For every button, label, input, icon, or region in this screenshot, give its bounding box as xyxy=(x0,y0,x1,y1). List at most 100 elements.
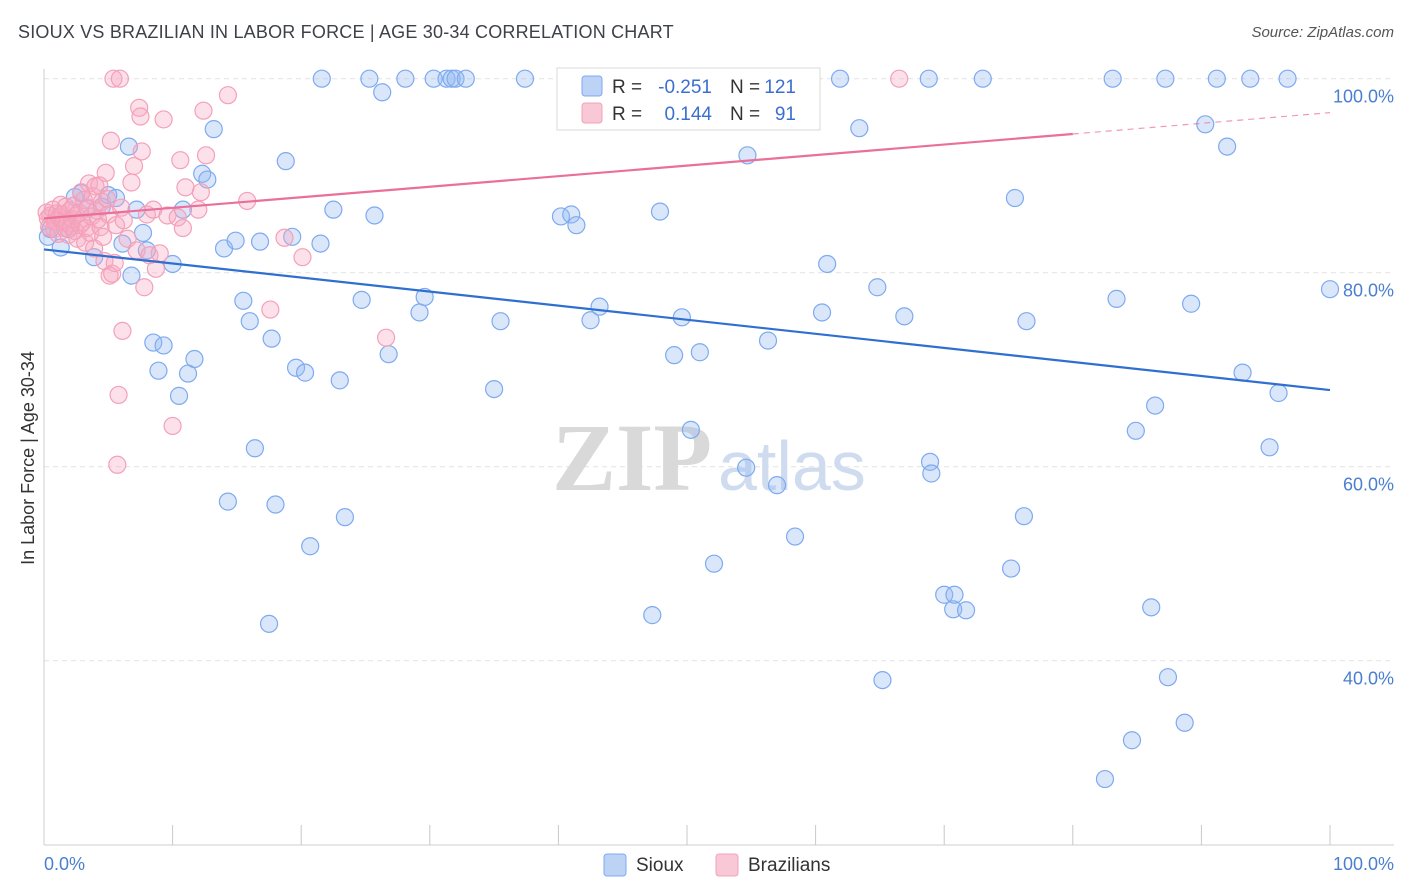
watermark-atlas: atlas xyxy=(718,427,866,505)
sioux-point xyxy=(373,83,392,102)
sioux-point xyxy=(1175,713,1194,732)
sioux-point xyxy=(185,349,204,369)
source-credit: Source: ZipAtlas.com xyxy=(1251,24,1394,41)
brazilians-point xyxy=(132,142,151,161)
sioux-point xyxy=(312,69,331,88)
sioux-points xyxy=(38,69,1340,789)
sioux-point xyxy=(1095,769,1115,789)
sioux-point xyxy=(1142,598,1161,617)
sioux-point xyxy=(1122,731,1142,750)
x-tick-label-right: 100.0% xyxy=(1333,854,1394,874)
sioux-point xyxy=(122,266,141,285)
sioux-point xyxy=(562,205,581,224)
sioux-point xyxy=(922,464,941,483)
stats-r-value-sioux: -0.251 xyxy=(658,77,712,98)
brazilians-point xyxy=(154,110,173,129)
sioux-point xyxy=(424,69,443,88)
sioux-point xyxy=(1196,115,1215,134)
sioux-point xyxy=(456,69,475,88)
sioux-point xyxy=(643,606,662,625)
brazilians-point xyxy=(96,163,115,182)
sioux-point xyxy=(868,278,887,297)
sioux-point xyxy=(973,69,992,88)
sioux-point xyxy=(873,670,892,690)
sioux-point xyxy=(245,439,265,458)
sioux-point xyxy=(276,152,295,171)
y-tick-labels: 100.0% 80.0% 60.0% 40.0% xyxy=(1333,87,1394,689)
stats-n-label-sioux: N = xyxy=(730,77,760,98)
sioux-point xyxy=(204,120,223,139)
sioux-point xyxy=(1278,69,1297,88)
sioux-point xyxy=(283,227,302,246)
sioux-point xyxy=(262,329,281,348)
sioux-point xyxy=(1207,69,1226,88)
sioux-point xyxy=(945,585,964,604)
grid-lines xyxy=(44,78,1394,662)
sioux-point xyxy=(240,312,259,331)
sioux-point xyxy=(226,231,245,250)
brazilians-point xyxy=(293,248,312,267)
brazilians-point xyxy=(101,131,120,150)
sioux-point xyxy=(360,69,379,88)
sioux-point xyxy=(1005,188,1025,208)
sioux-point xyxy=(415,287,434,307)
brazilians-point xyxy=(109,385,128,405)
brazilians-point xyxy=(135,278,154,297)
sioux-point xyxy=(1014,507,1034,526)
stats-r-label-sioux: R = xyxy=(612,77,642,98)
y-tick-label: 60.0% xyxy=(1343,475,1394,495)
brazilians-point xyxy=(110,69,129,88)
sioux-point xyxy=(1107,289,1126,308)
brazilians-point xyxy=(176,178,195,197)
sioux-point xyxy=(379,345,398,364)
sioux-point xyxy=(758,331,778,350)
sioux-point xyxy=(737,458,756,477)
brazilians-point xyxy=(131,107,150,126)
sioux-point xyxy=(335,508,355,527)
sioux-point xyxy=(149,361,168,380)
sioux-point xyxy=(324,200,343,219)
brazilians-point xyxy=(275,228,294,247)
stats-legend: R = -0.251 N = 121 R = 0.144 N = 91 xyxy=(556,67,821,131)
sioux-point xyxy=(286,358,306,377)
sioux-point xyxy=(266,495,285,514)
x-tick-label-left: 0.0% xyxy=(44,854,85,874)
sioux-point xyxy=(935,585,954,604)
sioux-point xyxy=(1269,383,1288,403)
sioux-point xyxy=(956,601,976,620)
brazilians-point xyxy=(173,218,192,238)
brazilians-point xyxy=(122,173,141,192)
sioux-point xyxy=(1320,280,1340,299)
sioux-point xyxy=(352,290,371,309)
brazilians-point xyxy=(114,211,133,230)
brazilians-point xyxy=(194,101,213,120)
brazilians-point xyxy=(196,146,216,165)
brazilians-point xyxy=(189,200,208,219)
trend-lines xyxy=(43,112,1331,392)
sioux-point xyxy=(919,69,938,88)
brazilians-point xyxy=(168,208,187,227)
brazilians-point xyxy=(103,264,122,283)
sioux-point xyxy=(311,234,330,253)
legend-swatch-sioux xyxy=(603,853,627,877)
brazilians-trend-line xyxy=(43,132,1073,220)
sioux-point xyxy=(295,363,315,382)
sioux-point xyxy=(1156,69,1175,88)
sioux-point xyxy=(581,311,600,330)
stats-r-value-brazilians: 0.144 xyxy=(664,104,712,125)
legend-label-brazilians: Brazilians xyxy=(748,855,830,876)
y-tick-label: 80.0% xyxy=(1343,281,1394,301)
brazilians-point xyxy=(124,156,144,176)
stats-r-label-brazilians: R = xyxy=(612,104,642,125)
sioux-point xyxy=(485,380,504,399)
stats-n-value-sioux: 121 xyxy=(764,77,796,98)
sioux-point xyxy=(812,303,832,322)
sioux-point xyxy=(1158,668,1178,687)
sioux-point xyxy=(1233,363,1252,382)
sioux-point xyxy=(234,291,253,310)
sioux-point xyxy=(590,297,609,316)
stats-n-label-brazilians: N = xyxy=(730,104,760,125)
sioux-point xyxy=(301,537,320,556)
sioux-point xyxy=(193,164,212,183)
brazilians-point xyxy=(218,86,237,105)
